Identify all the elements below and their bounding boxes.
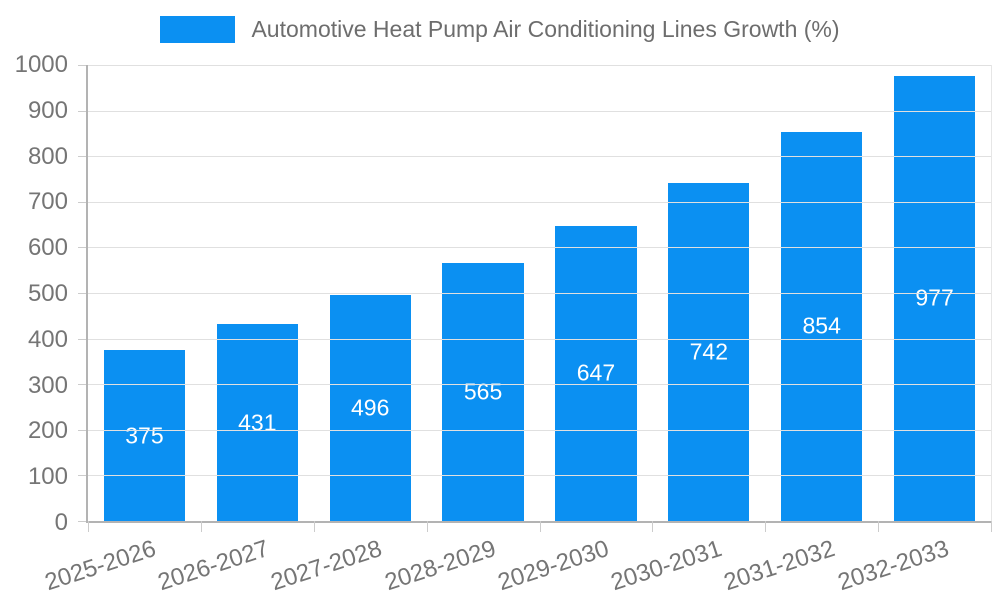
bar[interactable]: 977 bbox=[893, 75, 976, 521]
gridline bbox=[88, 156, 991, 158]
bar-slot: 496 bbox=[314, 65, 427, 521]
x-axis-tick bbox=[539, 521, 541, 532]
bar[interactable]: 496 bbox=[329, 294, 411, 521]
y-axis-tick bbox=[78, 475, 86, 477]
y-tick-label: 1000 bbox=[14, 51, 68, 78]
x-axis-tick bbox=[200, 521, 202, 532]
bars-layer: 375 431 496 565 647 742 854 977 bbox=[88, 65, 991, 521]
y-tick-label: 300 bbox=[27, 371, 68, 399]
bar[interactable]: 854 bbox=[781, 131, 863, 521]
y-axis-tick bbox=[78, 65, 86, 66]
x-tick-label: 2032-2033 bbox=[834, 535, 952, 597]
bar-slot: 375 bbox=[88, 65, 201, 521]
gridline bbox=[88, 201, 991, 203]
x-axis-labels: 2025-2026 2026-2027 2027-2028 2028-2029 2029… bbox=[41, 535, 992, 597]
y-axis-tick bbox=[78, 247, 86, 249]
bar-value-label: 647 bbox=[576, 359, 616, 386]
x-tick-label: 2026-2027 bbox=[154, 535, 273, 597]
x-tick-label: 2030-2031 bbox=[607, 535, 726, 597]
bar-slot: 977 bbox=[878, 65, 991, 521]
bar-value-label: 742 bbox=[689, 338, 728, 365]
bar-value-label: 977 bbox=[915, 284, 954, 311]
bar-value-label: 496 bbox=[350, 394, 390, 421]
y-axis-tick bbox=[78, 384, 86, 386]
bar-value-label: 375 bbox=[125, 422, 164, 448]
x-tick-label: 2029-2030 bbox=[494, 535, 612, 597]
y-axis-tick bbox=[78, 201, 86, 203]
y-tick-label: 0 bbox=[54, 509, 68, 536]
bar-slot: 742 bbox=[652, 65, 765, 521]
y-tick-label: 600 bbox=[27, 234, 68, 262]
y-axis-labels: 0 100 200 300 400 500 600 700 800 900 1000 bbox=[0, 51, 70, 536]
bar[interactable]: 647 bbox=[555, 225, 637, 521]
y-axis-tick bbox=[78, 429, 86, 431]
x-axis-tick bbox=[88, 521, 89, 532]
gridline bbox=[88, 429, 991, 431]
x-tick-label: 2028-2029 bbox=[381, 535, 499, 597]
x-axis-tick bbox=[765, 521, 767, 532]
bar[interactable]: 431 bbox=[216, 324, 298, 521]
bar-value-label: 431 bbox=[238, 409, 277, 436]
bar-slot: 854 bbox=[765, 65, 878, 521]
x-tick-label: 2027-2028 bbox=[267, 535, 386, 597]
gridline bbox=[88, 384, 991, 386]
y-tick-label: 500 bbox=[27, 280, 68, 307]
gridline bbox=[88, 110, 991, 112]
x-axis-tick bbox=[426, 521, 428, 532]
y-tick-label: 900 bbox=[27, 96, 68, 124]
y-tick-label: 100 bbox=[27, 463, 68, 491]
plot-area: 375 431 496 565 647 742 854 977 bbox=[78, 65, 992, 532]
y-axis-tick bbox=[78, 293, 86, 294]
y-axis-tick bbox=[78, 338, 86, 340]
bar-slot: 431 bbox=[201, 65, 314, 521]
y-axis-tick bbox=[78, 521, 86, 522]
bar-value-label: 565 bbox=[463, 378, 503, 405]
y-tick-label: 700 bbox=[27, 188, 68, 216]
bar[interactable]: 375 bbox=[103, 350, 186, 521]
x-tick-label: 2025-2026 bbox=[41, 535, 159, 597]
x-axis-tick bbox=[878, 521, 880, 532]
gridline bbox=[88, 338, 991, 340]
bar[interactable]: 565 bbox=[442, 263, 524, 521]
bar[interactable]: 742 bbox=[668, 182, 750, 521]
x-tick-label: 2031-2032 bbox=[720, 535, 839, 597]
legend: Automotive Heat Pump Air Conditioning Li… bbox=[0, 16, 1000, 43]
y-tick-label: 800 bbox=[27, 142, 68, 170]
y-tick-label: 400 bbox=[27, 325, 68, 353]
legend-item[interactable]: Automotive Heat Pump Air Conditioning Li… bbox=[160, 16, 840, 43]
x-axis-tick bbox=[652, 521, 654, 532]
bar-slot: 565 bbox=[427, 65, 540, 521]
y-tick-label: 200 bbox=[27, 417, 68, 445]
bar-slot: 647 bbox=[540, 65, 653, 521]
legend-label: Automotive Heat Pump Air Conditioning Li… bbox=[251, 16, 840, 42]
gridline bbox=[88, 475, 991, 477]
legend-swatch-icon bbox=[160, 16, 236, 43]
y-axis-tick bbox=[78, 156, 86, 158]
gridline bbox=[88, 293, 991, 294]
x-axis-tick bbox=[313, 521, 315, 532]
gridline bbox=[88, 247, 991, 249]
y-axis-tick bbox=[78, 110, 86, 112]
bar-value-label: 854 bbox=[802, 312, 841, 339]
gridline bbox=[88, 65, 991, 66]
x-axis-tick bbox=[991, 521, 992, 532]
